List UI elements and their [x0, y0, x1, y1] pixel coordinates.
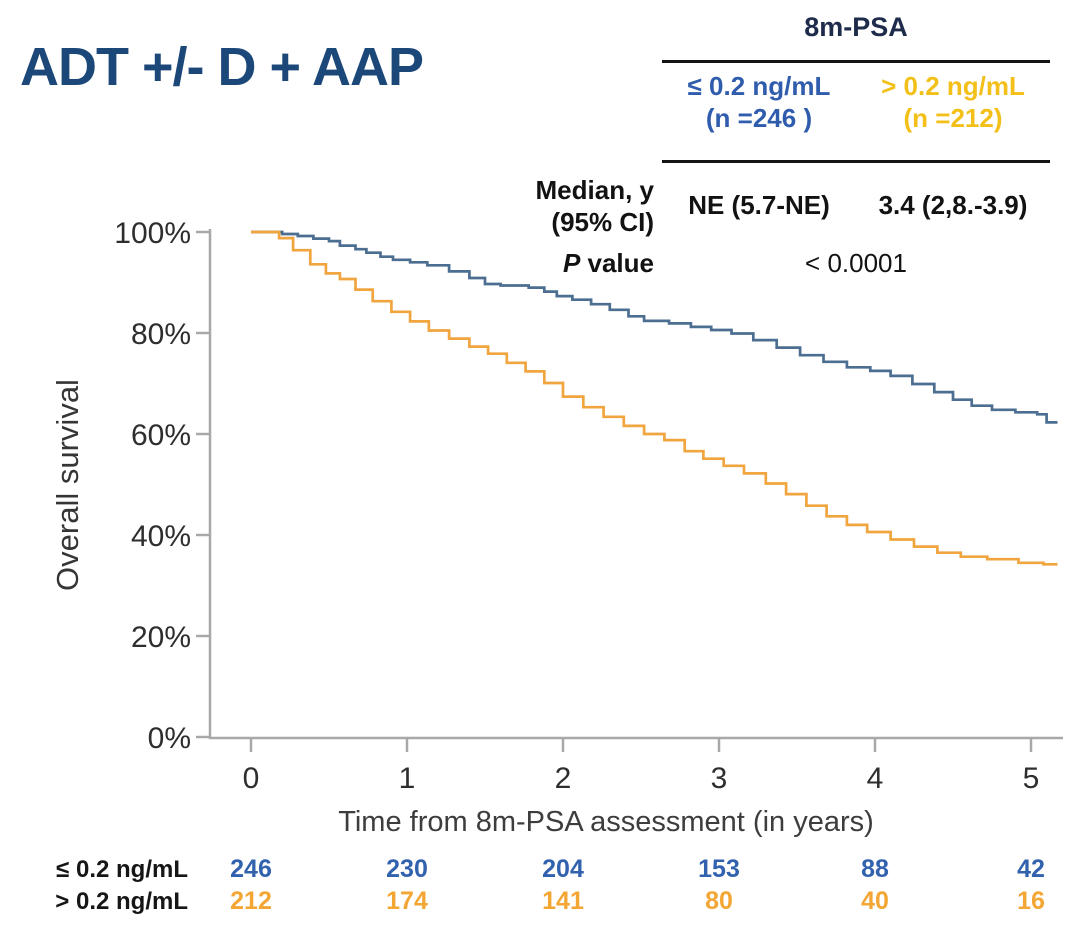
- y-tick-label: 100%: [114, 217, 191, 250]
- risk-row-label: > 0.2 ng/mL: [55, 888, 188, 915]
- median-row-label-line2: (95% CI): [551, 207, 654, 237]
- x-tick-label: 4: [867, 762, 884, 795]
- x-axis-title: Time from 8m-PSA assessment (in years): [338, 806, 874, 838]
- x-tick-label: 0: [243, 762, 260, 795]
- p-value-row-label: P value: [370, 248, 654, 279]
- p-label-rest: value: [580, 248, 655, 278]
- psa-table-title: 8m-PSA: [804, 12, 908, 42]
- risk-count: 230: [386, 855, 428, 883]
- risk-count: 153: [698, 855, 740, 883]
- y-axis-title: Overall survival: [50, 379, 85, 591]
- column-header-high-psa: > 0.2 ng/mL (n =212): [856, 70, 1050, 134]
- risk-count: 42: [1017, 855, 1045, 883]
- y-tick-label: 20%: [131, 621, 191, 654]
- x-tick-label: 2: [555, 762, 572, 795]
- y-tick-label: 0%: [148, 722, 191, 755]
- median-row-label: Median, y (95% CI): [370, 174, 654, 238]
- y-tick-label: 40%: [131, 520, 191, 553]
- x-tick-label: 3: [711, 762, 728, 795]
- column-header-high-psa-n: (n =212): [903, 103, 1003, 133]
- risk-count: 204: [542, 855, 584, 883]
- km-curve-high-psa: [251, 230, 1058, 566]
- risk-row-label: ≤ 0.2 ng/mL: [56, 856, 188, 883]
- p-value: < 0.0001: [805, 248, 907, 278]
- median-value-low-psa: NE (5.7-NE): [688, 190, 830, 220]
- column-header-low-psa: ≤ 0.2 ng/mL (n =246 ): [662, 70, 856, 134]
- risk-count: 88: [861, 855, 889, 883]
- column-header-high-psa-range: > 0.2 ng/mL: [881, 71, 1025, 101]
- x-tick-label: 1: [399, 762, 416, 795]
- y-tick-label: 60%: [131, 419, 191, 452]
- median-row-label-line1: Median, y: [535, 175, 654, 205]
- psa-table-column-headers: ≤ 0.2 ng/mL (n =246 ) > 0.2 ng/mL (n =21…: [662, 70, 1050, 134]
- table-rule-mid: [662, 160, 1050, 163]
- km-curve-low-psa: [251, 230, 1058, 424]
- x-tick-label: 5: [1023, 762, 1040, 795]
- column-header-low-psa-n: (n =246 ): [705, 103, 813, 133]
- p-label-italic: P: [562, 248, 581, 278]
- table-rule-top: [662, 60, 1050, 63]
- median-row-values: NE (5.7-NE) 3.4 (2,8.-3.9): [662, 190, 1050, 221]
- risk-count: 246: [230, 855, 272, 883]
- y-tick-label: 80%: [131, 318, 191, 351]
- risk-count: 174: [386, 887, 428, 915]
- risk-count: 40: [861, 887, 889, 915]
- risk-count: 16: [1017, 887, 1045, 915]
- column-header-low-psa-range: ≤ 0.2 ng/mL: [687, 71, 831, 101]
- page-title: ADT +/- D + AAP: [20, 37, 424, 97]
- risk-count: 141: [542, 887, 584, 915]
- median-value-high-psa: 3.4 (2,8.-3.9): [878, 190, 1028, 220]
- risk-count: 212: [230, 887, 272, 915]
- risk-count: 80: [705, 887, 733, 915]
